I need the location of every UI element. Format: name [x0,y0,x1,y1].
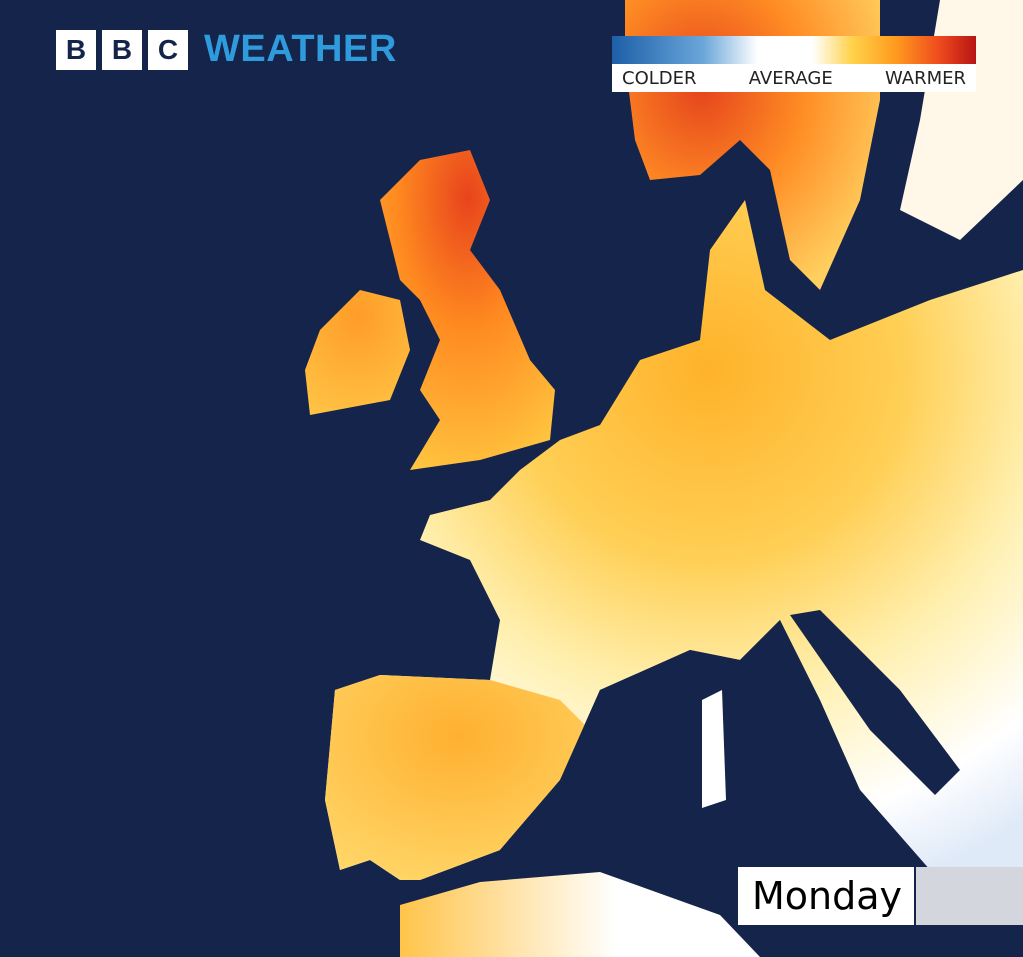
bbc-weather-logo: B B C WEATHER [56,28,397,71]
temperature-legend: COLDER AVERAGE WARMER [612,36,976,92]
logo-letter: C [148,29,188,70]
land-north-africa [400,872,760,957]
legend-warmer-label: WARMER [884,68,966,89]
logo-letter: B [56,29,96,70]
legend-colder-label: COLDER [622,68,697,89]
logo-letter: B [102,29,142,70]
legend-average-label: AVERAGE [748,68,833,89]
day-caption: Monday [738,867,1023,925]
legend-color-scale [612,36,976,64]
land-ireland [305,290,410,415]
land-corsica-sardinia [702,690,726,808]
land-iberia [325,675,590,880]
logo-weather-text: WEATHER [204,28,397,70]
land-great-britain [380,150,555,470]
sea-adriatic [790,610,960,795]
day-caption-extension [916,867,1023,925]
day-label: Monday [738,867,917,925]
